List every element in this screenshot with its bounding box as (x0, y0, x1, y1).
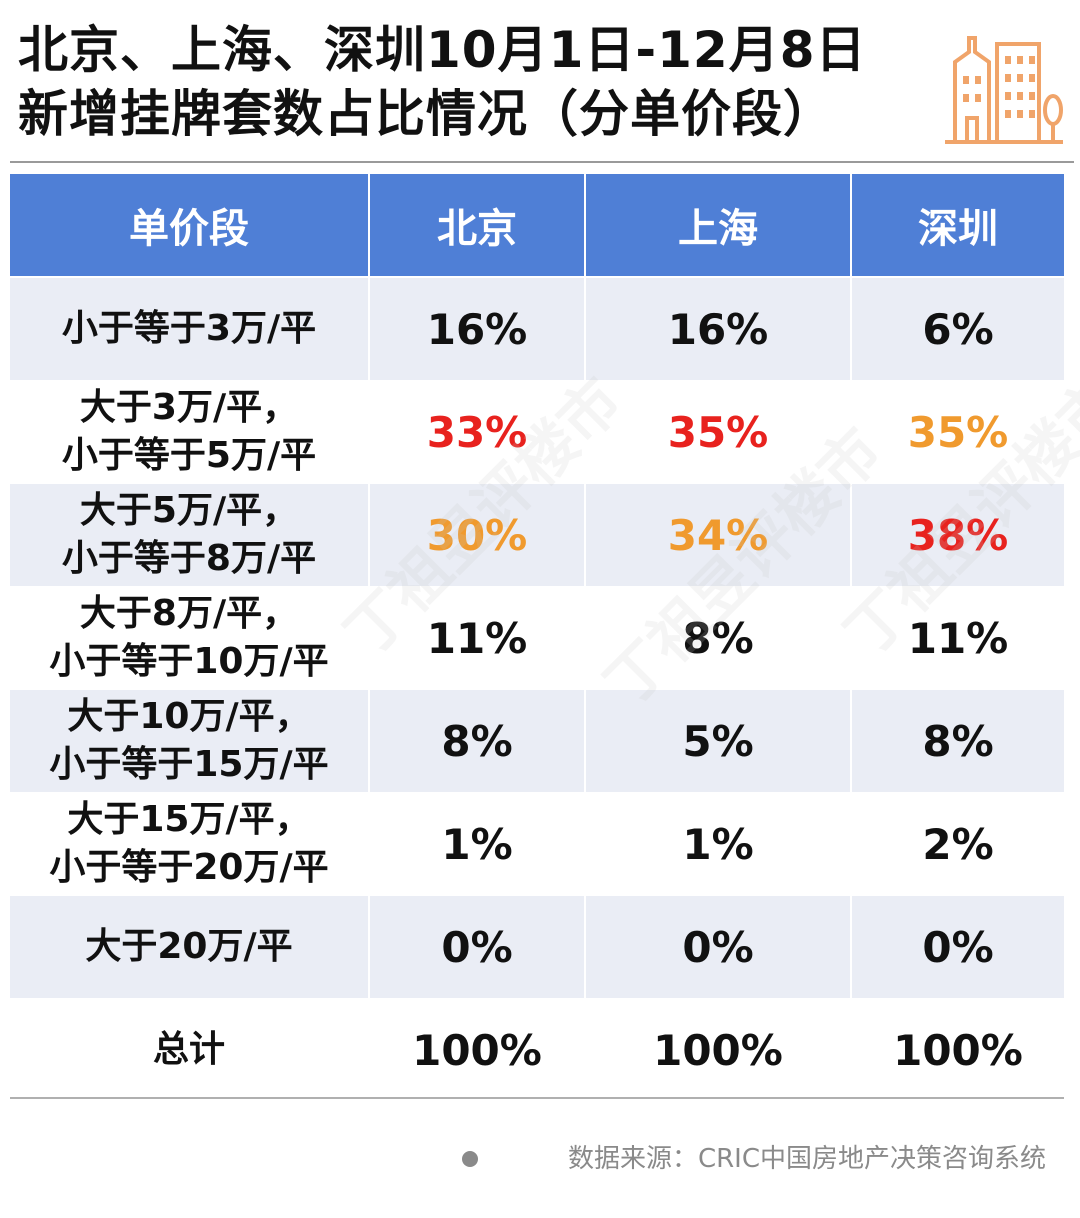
price-range-cell: 大于8万/平， 小于等于10万/平 (10, 586, 370, 690)
price-range-cell: 大于20万/平 (10, 895, 370, 999)
shenzhen-total: 100% (851, 998, 1064, 1102)
header-shanghai: 上海 (585, 174, 852, 278)
price-range-label: 大于8万/平， (79, 593, 299, 634)
price-range-cell: 小于等于3万/平 (10, 277, 370, 381)
city-buildings-icon (945, 36, 1063, 144)
price-range-label: 大于15万/平， (67, 799, 311, 840)
page-title: 北京、上海、深圳10月1日-12月8日 新增挂牌套数占比情况（分单价段） (18, 18, 918, 146)
price-segment-table: 单价段 北京 上海 深圳 小于等于3万/平 16% 16% 6% 大于3万/平，… (10, 174, 1064, 1102)
price-range-label: 小于等于5万/平 (61, 435, 317, 476)
footer-divider (10, 1097, 1064, 1099)
header-price-segment: 单价段 (10, 174, 370, 278)
price-range-label: 大于20万/平 (85, 926, 293, 967)
bullet-dot-icon (462, 1151, 478, 1167)
shenzhen-value: 35% (851, 380, 1064, 484)
header-shenzhen: 深圳 (851, 174, 1064, 278)
table-row: 大于3万/平， 小于等于5万/平 33% 35% 35% (10, 380, 1064, 484)
price-range-label: 大于5万/平， (79, 490, 299, 531)
title-line-2: 新增挂牌套数占比情况（分单价段） (18, 85, 834, 143)
table-row-total: 总计 100% 100% 100% (10, 998, 1064, 1102)
shenzhen-value: 11% (851, 586, 1064, 690)
beijing-value: 1% (369, 792, 586, 896)
table-row: 大于8万/平， 小于等于10万/平 11% 8% 11% (10, 586, 1064, 690)
shenzhen-value: 38% (851, 483, 1064, 587)
shanghai-value: 1% (585, 792, 852, 896)
shanghai-value: 8% (585, 586, 852, 690)
table-header-row: 单价段 北京 上海 深圳 (10, 174, 1064, 278)
price-range-label: 小于等于10万/平 (49, 641, 329, 682)
price-range-label: 小于等于8万/平 (61, 538, 317, 579)
shanghai-value: 0% (585, 895, 852, 999)
price-range-cell: 大于5万/平， 小于等于8万/平 (10, 483, 370, 587)
price-range-cell: 大于15万/平， 小于等于20万/平 (10, 792, 370, 896)
beijing-value: 8% (369, 689, 586, 793)
price-range-cell: 总计 (10, 998, 370, 1102)
table-row: 大于10万/平， 小于等于15万/平 8% 5% 8% (10, 689, 1064, 793)
table-row: 大于20万/平 0% 0% 0% (10, 895, 1064, 999)
price-range-cell: 大于3万/平， 小于等于5万/平 (10, 380, 370, 484)
shanghai-value: 35% (585, 380, 852, 484)
shenzhen-value: 8% (851, 689, 1064, 793)
shanghai-value: 16% (585, 277, 852, 381)
shenzhen-value: 0% (851, 895, 1064, 999)
shenzhen-value: 6% (851, 277, 1064, 381)
header-beijing: 北京 (369, 174, 586, 278)
title-divider (10, 161, 1074, 163)
price-range-label: 小于等于20万/平 (49, 847, 329, 888)
beijing-total: 100% (369, 998, 586, 1102)
beijing-value: 33% (369, 380, 586, 484)
beijing-value: 30% (369, 483, 586, 587)
beijing-value: 0% (369, 895, 586, 999)
price-range-cell: 大于10万/平， 小于等于15万/平 (10, 689, 370, 793)
table-row: 大于15万/平， 小于等于20万/平 1% 1% 2% (10, 792, 1064, 896)
table-row: 小于等于3万/平 16% 16% 6% (10, 277, 1064, 381)
shanghai-value: 5% (585, 689, 852, 793)
price-range-label: 小于等于3万/平 (61, 308, 317, 349)
total-label: 总计 (152, 1029, 225, 1070)
price-range-label: 大于3万/平， (79, 387, 299, 428)
table-row: 大于5万/平， 小于等于8万/平 30% 34% 38% (10, 483, 1064, 587)
title-line-1: 北京、上海、深圳10月1日-12月8日 (18, 21, 867, 79)
price-range-label: 小于等于15万/平 (49, 744, 329, 785)
shanghai-total: 100% (585, 998, 852, 1102)
data-source-note: 数据来源：CRIC中国房地产决策咨询系统 (567, 1144, 1046, 1174)
shenzhen-value: 2% (851, 792, 1064, 896)
beijing-value: 11% (369, 586, 586, 690)
shanghai-value: 34% (585, 483, 852, 587)
price-range-label: 大于10万/平， (67, 696, 311, 737)
beijing-value: 16% (369, 277, 586, 381)
